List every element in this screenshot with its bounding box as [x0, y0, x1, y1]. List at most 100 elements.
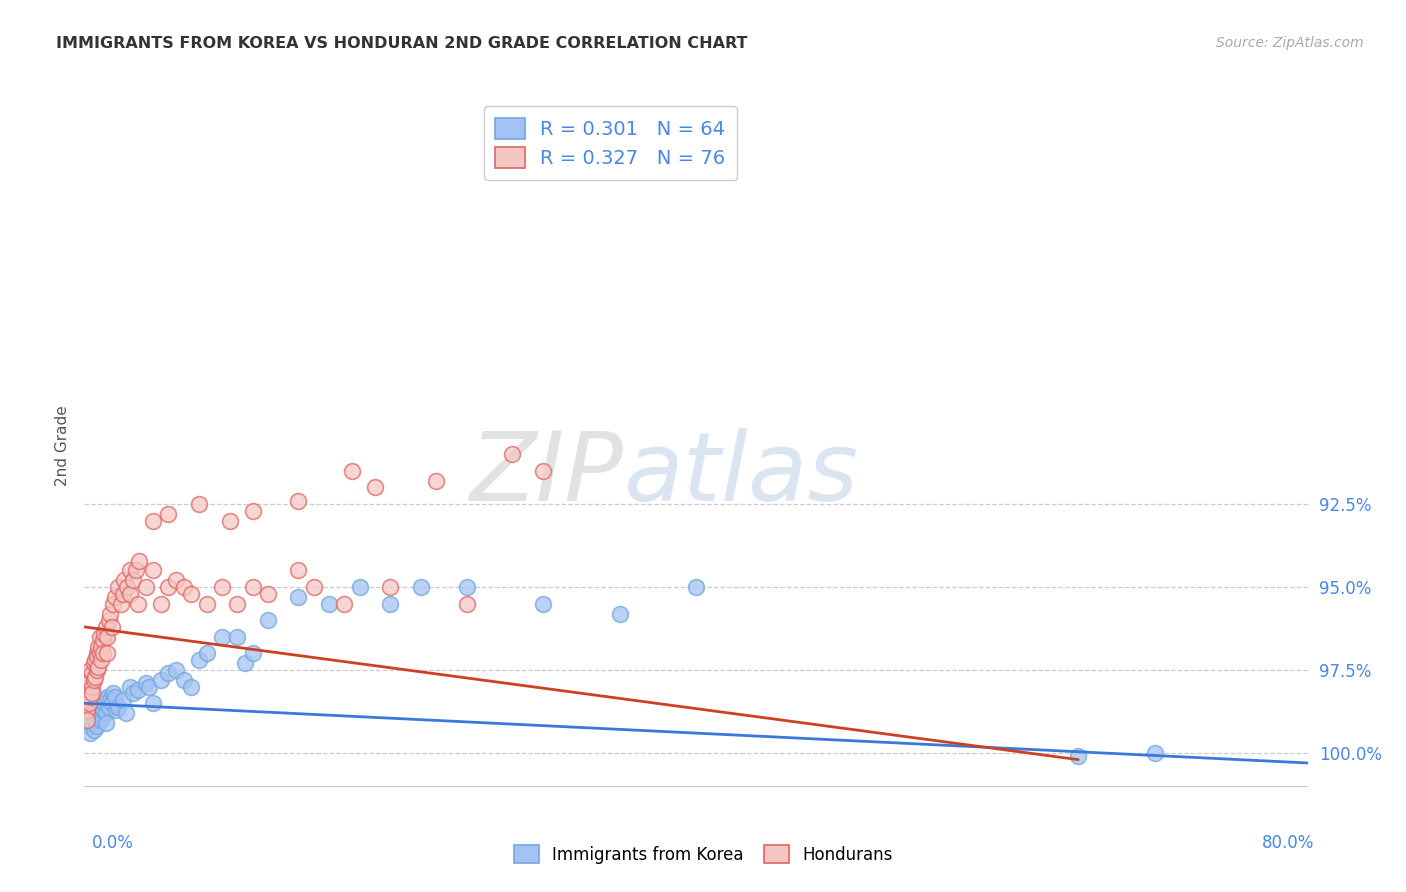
Point [287, 590, 309, 604]
Point [135, 580, 157, 594]
Point [142, 696, 165, 710]
Point [76, 686, 98, 700]
Legend: Immigrants from Korea, Hondurans: Immigrants from Korea, Hondurans [508, 838, 898, 871]
Point [211, 630, 233, 644]
Point [79, 663, 101, 677]
Point [125, 564, 148, 578]
Point [75, 696, 97, 710]
Point [79, 713, 101, 727]
Point [127, 682, 149, 697]
Point [77, 680, 100, 694]
Point [76, 696, 98, 710]
Point [101, 620, 124, 634]
Point [86, 719, 108, 733]
Text: 80.0%: 80.0% [1263, 834, 1315, 852]
Point [83, 703, 105, 717]
Point [103, 597, 125, 611]
Point [89, 647, 111, 661]
Point [165, 663, 187, 677]
Point [107, 580, 129, 594]
Point [120, 564, 142, 578]
Point [425, 474, 447, 488]
Point [242, 504, 264, 518]
Point [91, 693, 114, 707]
Point [94, 620, 117, 634]
Point [90, 699, 112, 714]
Point [127, 597, 149, 611]
Text: IMMIGRANTS FROM KOREA VS HONDURAN 2ND GRADE CORRELATION CHART: IMMIGRANTS FROM KOREA VS HONDURAN 2ND GR… [56, 36, 748, 51]
Point [502, 447, 524, 461]
Point [114, 706, 136, 721]
Point [195, 647, 218, 661]
Point [86, 706, 108, 721]
Point [531, 597, 554, 611]
Point [83, 673, 105, 687]
Point [96, 690, 118, 704]
Point [83, 723, 105, 737]
Point [80, 709, 103, 723]
Legend: R = 0.301   N = 64, R = 0.327   N = 76: R = 0.301 N = 64, R = 0.327 N = 76 [484, 106, 737, 179]
Point [115, 580, 138, 594]
Point [80, 686, 103, 700]
Point [120, 587, 142, 601]
Point [180, 587, 202, 601]
Point [211, 580, 233, 594]
Point [80, 699, 103, 714]
Point [188, 653, 211, 667]
Point [226, 597, 249, 611]
Point [456, 597, 478, 611]
Point [77, 693, 100, 707]
Point [112, 574, 135, 588]
Point [149, 597, 172, 611]
Point [531, 464, 554, 478]
Point [409, 580, 432, 594]
Point [188, 497, 211, 511]
Point [103, 686, 125, 700]
Point [89, 709, 111, 723]
Point [104, 590, 127, 604]
Point [142, 514, 165, 528]
Point [84, 713, 107, 727]
Point [165, 574, 187, 588]
Point [91, 703, 114, 717]
Point [89, 696, 111, 710]
Point [91, 633, 114, 648]
Point [609, 607, 631, 621]
Point [340, 464, 363, 478]
Point [80, 716, 103, 731]
Point [105, 703, 128, 717]
Point [318, 597, 340, 611]
Point [97, 613, 120, 627]
Point [90, 653, 112, 667]
Point [104, 690, 127, 704]
Point [86, 649, 108, 664]
Point [79, 673, 101, 687]
Point [173, 580, 195, 594]
Point [173, 673, 195, 687]
Point [77, 719, 100, 733]
Point [77, 696, 100, 710]
Point [287, 564, 309, 578]
Point [94, 706, 117, 721]
Point [349, 580, 371, 594]
Point [257, 613, 280, 627]
Point [218, 514, 240, 528]
Point [138, 680, 160, 694]
Point [83, 657, 105, 671]
Point [80, 666, 103, 681]
Point [128, 553, 150, 567]
Point [180, 680, 202, 694]
Point [157, 666, 180, 681]
Point [87, 640, 110, 654]
Point [135, 676, 157, 690]
Text: atlas: atlas [623, 428, 858, 521]
Point [242, 647, 264, 661]
Point [84, 653, 107, 667]
Point [93, 696, 115, 710]
Text: ZIP: ZIP [468, 428, 623, 521]
Point [233, 657, 256, 671]
Point [456, 580, 478, 594]
Point [101, 696, 124, 710]
Point [142, 564, 165, 578]
Point [333, 597, 356, 611]
